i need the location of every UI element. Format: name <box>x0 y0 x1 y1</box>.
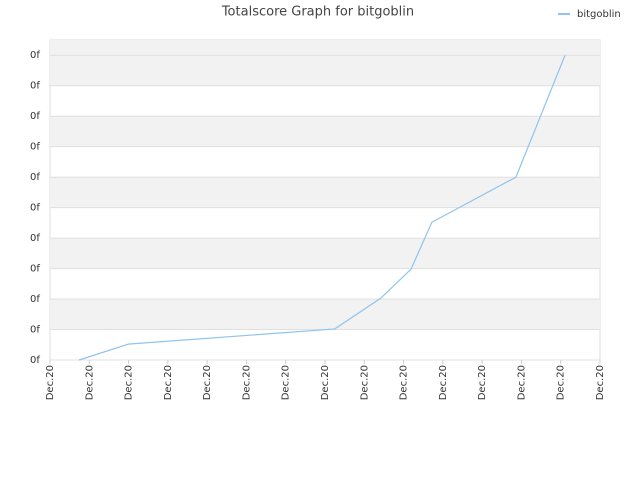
x-tick-label: Dec.20 <box>163 365 174 400</box>
grid-band <box>50 299 600 330</box>
legend-label: bitgoblin <box>577 9 621 20</box>
x-tick-label: Dec.20 <box>84 365 95 400</box>
x-tick-label: Dec.20 <box>359 365 370 400</box>
x-tick-label: Dec.20 <box>124 365 135 400</box>
grid-band <box>50 238 600 269</box>
y-tick-label: 0f <box>30 294 40 305</box>
grid-band <box>50 40 600 56</box>
y-tick-label: 0f <box>30 355 40 366</box>
y-tick-label: 0f <box>30 264 40 275</box>
x-tick-label: Dec.20 <box>281 365 292 400</box>
chart-title: Totalscore Graph for bitgoblin <box>221 5 414 20</box>
y-tick-label: 0f <box>30 325 40 336</box>
y-tick-label: 0f <box>30 81 40 92</box>
grid-band <box>50 177 600 208</box>
y-tick-label: 0f <box>30 172 40 183</box>
y-tick-label: 0f <box>30 111 40 122</box>
x-tick-label: Dec.20 <box>320 365 331 400</box>
x-tick-label: Dec.20 <box>556 365 567 400</box>
x-tick-label: Dec.20 <box>595 365 606 400</box>
x-tick-label: Dec.20 <box>202 365 213 400</box>
x-tick-label: Dec.20 <box>399 365 410 400</box>
y-tick-label: 0f <box>30 142 40 153</box>
x-tick-label: Dec.20 <box>516 365 527 400</box>
x-tick-label: Dec.20 <box>438 365 449 400</box>
data-line <box>78 55 566 361</box>
x-tick-label: Dec.20 <box>477 365 488 400</box>
x-tick-label: Dec.20 <box>241 365 252 400</box>
y-tick-label: 0f <box>30 203 40 214</box>
x-tick-label: Dec.20 <box>45 365 56 400</box>
grid-band <box>50 116 600 147</box>
y-tick-label: 0f <box>30 233 40 244</box>
grid-band <box>50 55 600 86</box>
y-tick-label: 0f <box>30 50 40 61</box>
